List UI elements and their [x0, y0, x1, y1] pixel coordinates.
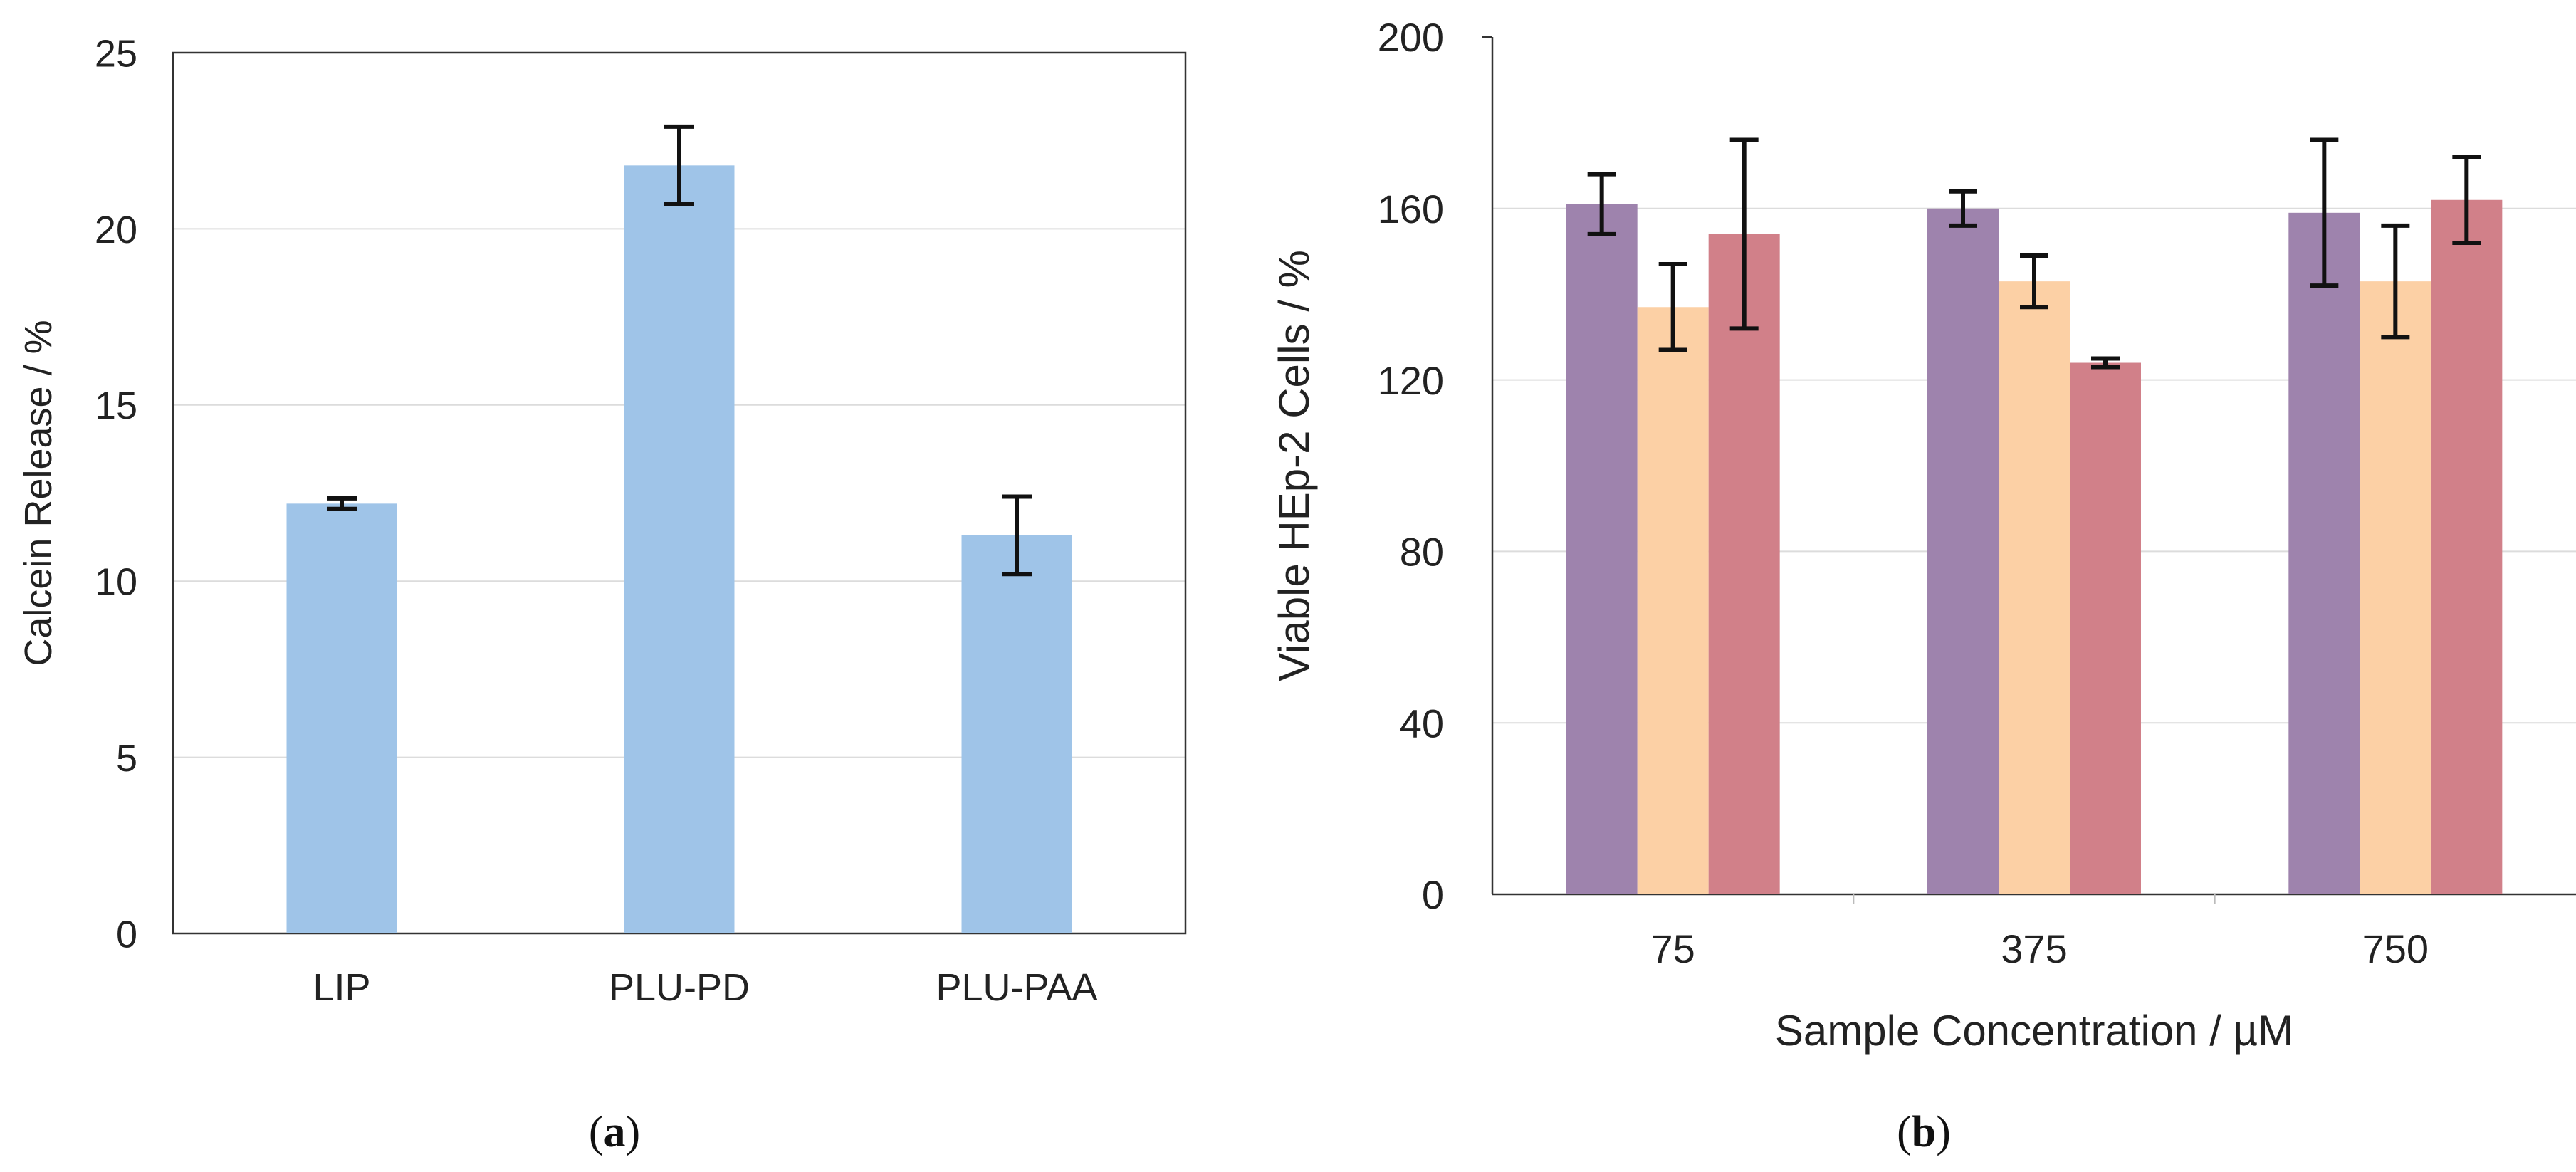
chart-b-bar — [1566, 204, 1638, 894]
panel-caption-b: (b) — [1897, 1108, 1951, 1156]
chart-b-bar — [1708, 234, 1780, 894]
chart-b-y-tick-label: 200 — [1378, 15, 1444, 60]
chart-a-y-tick-label: 0 — [116, 913, 137, 956]
chart-a-bar — [624, 165, 735, 934]
panel-caption-a: (a) — [589, 1108, 640, 1156]
chart-b-x-tick-label: 375 — [2001, 926, 2067, 971]
chart-a-x-tick-label: LIP — [313, 966, 370, 1009]
chart-b-viable-cells: 0 40 80 120 160 200 75 375 750 Viable HEp-2 Cells… — [1270, 15, 2576, 1055]
chart-b-x-tick-label: 75 — [1651, 926, 1695, 971]
chart-b-y-tick-label: 120 — [1378, 358, 1444, 403]
chart-b-x-axis-label: Sample Concentration / µM — [1775, 1007, 2293, 1055]
chart-b-y-tick-label: 0 — [1422, 872, 1444, 917]
chart-b-x-tick-label: 750 — [2362, 926, 2429, 971]
chart-b-y-tick-label: 80 — [1400, 530, 1444, 575]
chart-b-bar — [2070, 362, 2141, 894]
chart-a-y-tick-label: 5 — [116, 737, 137, 780]
chart-a-bar — [961, 535, 1072, 933]
chart-a-calcein-release: 0 5 10 15 20 25 LIP PLU-PD PLU-PAA Calcein Releas… — [17, 32, 1187, 1009]
chart-a-y-tick-label: 20 — [95, 209, 137, 251]
chart-a-bar — [286, 503, 397, 933]
chart-b-bar — [1637, 307, 1709, 894]
chart-b-bar — [2431, 199, 2503, 894]
chart-a-x-tick-label: PLU-PD — [609, 966, 750, 1009]
chart-a-x-tick-label: PLU-PAA — [936, 966, 1097, 1009]
chart-a-y-axis-label: Calcein Release / % — [17, 320, 60, 666]
chart-b-y-axis-label: Viable HEp-2 Cells / % — [1270, 250, 1318, 681]
chart-b-bar — [1999, 281, 2070, 894]
chart-b-y-tick-label: 160 — [1378, 187, 1444, 231]
chart-a-y-tick-label: 10 — [95, 561, 137, 604]
chart-b-bar — [1927, 208, 1999, 894]
chart-a-y-tick-label: 15 — [95, 384, 137, 427]
chart-a-y-tick-label: 25 — [95, 32, 137, 75]
chart-b-bar — [2360, 281, 2431, 894]
chart-b-bar — [2288, 212, 2360, 894]
chart-b-y-tick-label: 40 — [1400, 701, 1444, 745]
